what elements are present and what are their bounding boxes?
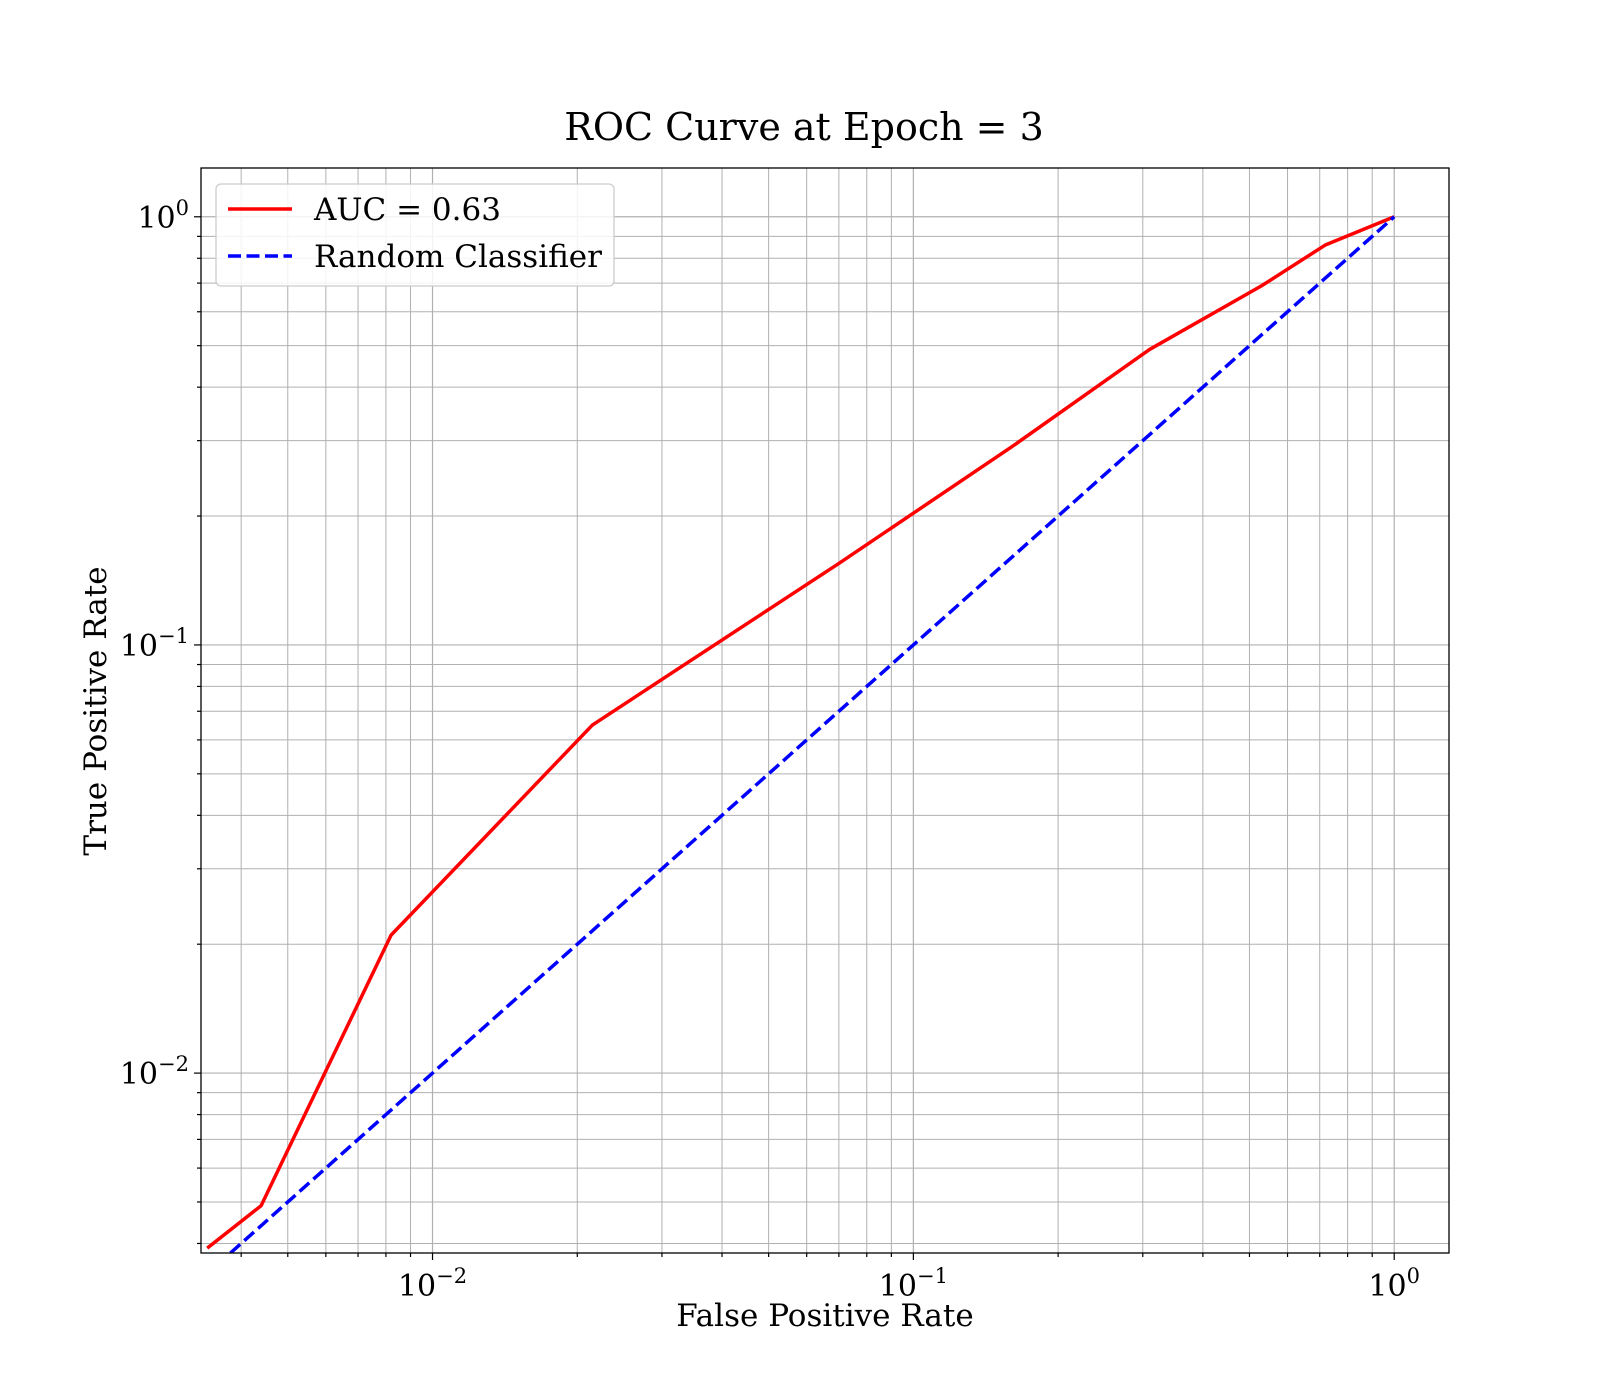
random-classifier-line <box>229 215 1396 1253</box>
legend-box <box>215 183 615 287</box>
series-layer <box>206 215 1396 1253</box>
chart-title: ROC Curve at Epoch = 3 <box>564 105 1044 149</box>
x-axis-label: False Positive Rate <box>676 1298 973 1334</box>
x-tick-label: 10−2 <box>398 1264 467 1304</box>
ticks: 10−2 10−1 100 10−2 10−1 100 <box>120 196 1420 1304</box>
axes-frame <box>200 167 1450 1254</box>
plot-area: 10−2 10−1 100 10−2 10−1 100 <box>120 167 1450 1304</box>
grid <box>201 168 1449 1253</box>
x-tick-label: 100 <box>1368 1264 1420 1304</box>
roc-curve-line <box>206 215 1395 1250</box>
legend-label-random: Random Classifier <box>314 239 602 275</box>
y-tick-label: 100 <box>137 196 189 236</box>
y-tick-label: 10−2 <box>120 1052 189 1092</box>
legend: AUC = 0.63 Random Classifier <box>215 183 615 287</box>
x-tick-label: 10−1 <box>879 1264 948 1304</box>
legend-label-auc: AUC = 0.63 <box>313 192 501 228</box>
y-axis-label: True Positive Rate <box>78 566 114 855</box>
y-tick-label: 10−1 <box>120 624 189 664</box>
